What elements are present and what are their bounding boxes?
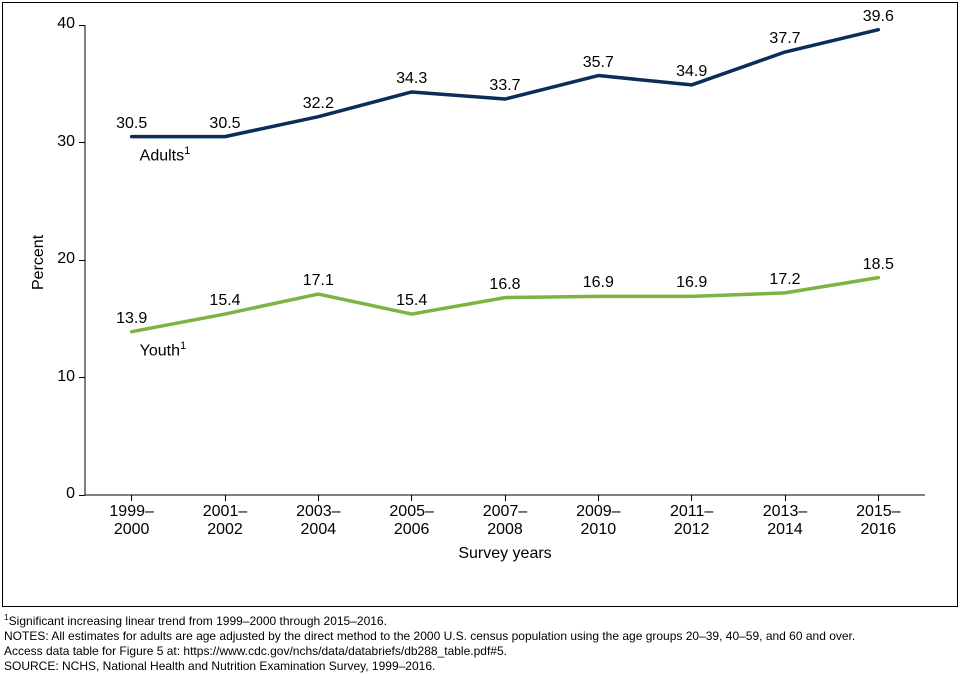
x-axis-label: Survey years: [85, 545, 925, 563]
chart-container: Percent Survey years 1Significant increa…: [0, 0, 960, 674]
data-label: 33.7: [485, 77, 525, 95]
x-tick: [598, 495, 599, 501]
x-tick: [785, 495, 786, 501]
plot-area: [85, 25, 925, 495]
data-label: 17.1: [298, 272, 338, 290]
data-label: 34.3: [392, 70, 432, 88]
data-label: 34.9: [672, 63, 712, 81]
y-tick: [79, 25, 85, 26]
x-tick: [691, 495, 692, 501]
series-label-adults: Adults1: [140, 145, 191, 165]
data-label: 18.5: [858, 256, 898, 274]
data-label: 37.7: [765, 30, 805, 48]
x-tick-label: 2011–2012: [652, 503, 732, 540]
footer-line: NOTES: All estimates for adults are age …: [4, 629, 855, 644]
x-tick-label: 2001–2002: [185, 503, 265, 540]
data-label: 16.8: [485, 276, 525, 294]
y-tick: [79, 377, 85, 378]
data-label: 13.9: [112, 310, 152, 328]
footer-notes: 1Significant increasing linear trend fro…: [4, 612, 855, 674]
x-tick: [318, 495, 319, 501]
x-tick: [878, 495, 879, 501]
data-label: 32.2: [298, 95, 338, 113]
y-tick-label: 0: [41, 485, 75, 503]
x-tick-label: 2003–2004: [278, 503, 358, 540]
series-lines: [85, 25, 925, 495]
data-label: 30.5: [205, 115, 245, 133]
y-tick-label: 30: [41, 133, 75, 151]
x-tick: [225, 495, 226, 501]
data-label: 15.4: [205, 292, 245, 310]
series-label-youth: Youth1: [140, 340, 187, 360]
data-label: 15.4: [392, 292, 432, 310]
footer-line: 1Significant increasing linear trend fro…: [4, 612, 855, 629]
x-tick-label: 2007–2008: [465, 503, 545, 540]
y-tick-label: 10: [41, 368, 75, 386]
data-label: 16.9: [672, 274, 712, 292]
x-tick-label: 2005–2006: [372, 503, 452, 540]
data-label: 35.7: [578, 54, 618, 72]
x-tick: [411, 495, 412, 501]
y-tick: [79, 142, 85, 143]
data-label: 16.9: [578, 274, 618, 292]
data-label: 17.2: [765, 271, 805, 289]
x-tick-label: 2013–2014: [745, 503, 825, 540]
footer-line: Access data table for Figure 5 at: https…: [4, 644, 855, 659]
y-tick: [79, 260, 85, 261]
y-tick: [79, 495, 85, 496]
data-label: 30.5: [112, 115, 152, 133]
x-tick: [131, 495, 132, 501]
footer-line: SOURCE: NCHS, National Health and Nutrit…: [4, 659, 855, 674]
x-tick-label: 1999–2000: [92, 503, 172, 540]
x-tick-label: 2015–2016: [838, 503, 918, 540]
x-tick-label: 2009–2010: [558, 503, 638, 540]
data-label: 39.6: [858, 8, 898, 26]
y-tick-label: 20: [41, 250, 75, 268]
y-tick-label: 40: [41, 15, 75, 33]
x-tick: [505, 495, 506, 501]
